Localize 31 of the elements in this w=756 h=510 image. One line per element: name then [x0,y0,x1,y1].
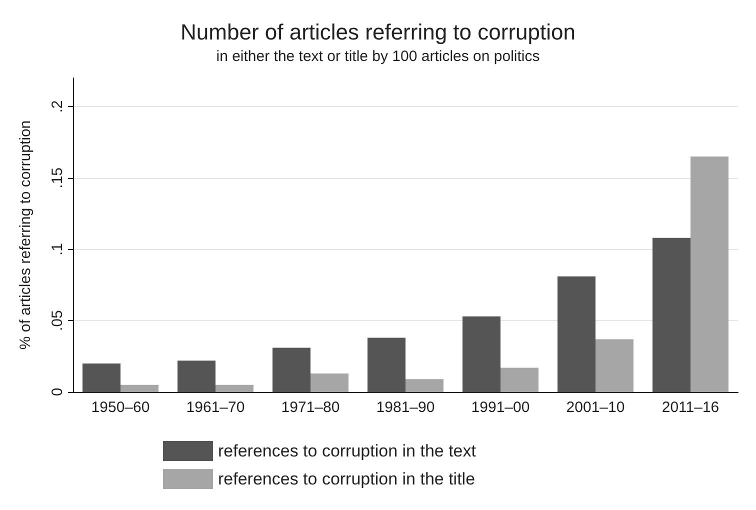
x-tick-label: 2011–16 [662,399,720,416]
bar [368,338,406,392]
legend-label: references to corruption in the title [218,470,476,488]
x-tick-label: 1961–70 [186,399,245,416]
chart-subtitle: in either the text or title by 100 articles on politics [216,48,540,65]
y-tick-label: .2 [49,100,66,113]
bar [272,348,310,392]
bar [596,339,634,392]
x-tick-label: 2001–10 [566,399,625,416]
x-tick-label: 1950–60 [91,399,150,416]
bar [178,360,216,392]
x-tick-label: 1981–90 [376,399,435,416]
bar [216,384,254,392]
bar [690,156,728,392]
y-tick-label: 0 [49,388,66,396]
bar [462,316,500,392]
legend-label: references to corruption in the text [218,442,476,460]
bar [558,276,596,392]
bar [500,368,538,392]
x-tick-label: 1991–00 [471,399,530,416]
y-tick-label: .15 [49,167,66,188]
bar [120,384,158,392]
chart-title: Number of articles referring to corruption [180,20,576,44]
y-tick-label: .1 [49,243,66,256]
bar [310,373,348,392]
bar [652,238,690,392]
y-axis-title: % of articles referring to corruption [17,120,34,350]
bar [406,379,444,392]
x-tick-label: 1971–80 [281,399,340,416]
y-tick-label: .05 [49,310,66,332]
bar [82,363,120,392]
